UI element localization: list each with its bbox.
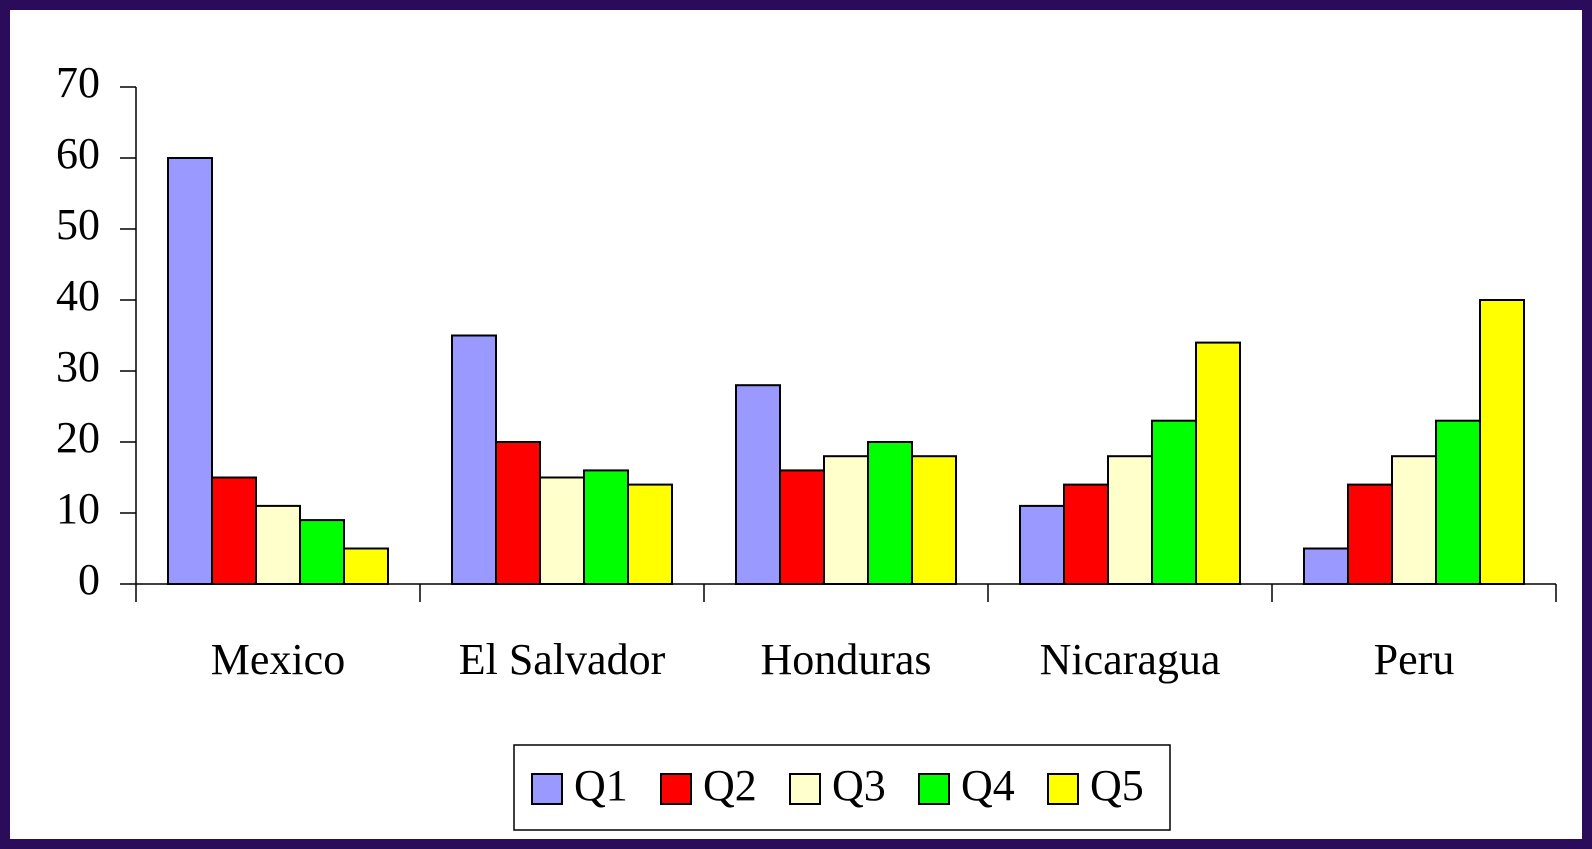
bar — [1391, 455, 1437, 586]
bar — [911, 455, 957, 586]
bar — [627, 483, 673, 586]
bar — [1063, 483, 1109, 586]
y-tick-label: 60 — [56, 129, 100, 178]
legend-label: Q5 — [1090, 761, 1144, 810]
y-tick-label: 0 — [78, 555, 100, 604]
bar — [1303, 547, 1349, 585]
legend-label: Q2 — [703, 761, 757, 810]
bar — [1107, 455, 1153, 586]
legend-swatch — [531, 773, 563, 805]
bar — [823, 455, 869, 586]
bar — [167, 157, 213, 585]
y-tick-label: 30 — [56, 342, 100, 391]
bar — [1151, 419, 1197, 586]
bar — [211, 476, 257, 585]
bar — [1195, 341, 1241, 585]
legend-label: Q4 — [961, 761, 1015, 810]
y-tick-label: 50 — [56, 200, 100, 249]
bar — [867, 441, 913, 585]
y-tick-label: 70 — [56, 58, 100, 107]
bar — [735, 384, 781, 586]
bar — [1479, 299, 1525, 585]
legend-swatch — [918, 773, 950, 805]
x-tick-label: El Salvador — [459, 635, 666, 684]
x-tick-label: Honduras — [760, 635, 931, 684]
bar — [583, 469, 629, 585]
y-tick-label: 40 — [56, 271, 100, 320]
bar — [343, 547, 389, 585]
x-tick-label: Mexico — [211, 635, 345, 684]
bar — [1435, 419, 1481, 586]
legend-swatch — [660, 773, 692, 805]
bar — [255, 504, 301, 585]
bar — [1019, 504, 1065, 585]
x-tick-label: Nicaragua — [1040, 635, 1221, 684]
y-tick-label: 20 — [56, 413, 100, 462]
legend-swatch — [1047, 773, 1079, 805]
bar — [779, 469, 825, 585]
bar — [299, 519, 345, 585]
legend-swatch — [789, 773, 821, 805]
chart-background — [10, 10, 1582, 839]
bar — [495, 441, 541, 585]
y-tick-label: 10 — [56, 484, 100, 533]
x-tick-label: Peru — [1374, 635, 1455, 684]
bar — [539, 476, 585, 585]
legend-label: Q3 — [832, 761, 886, 810]
bar — [451, 334, 497, 585]
legend-label: Q1 — [574, 761, 628, 810]
bar — [1347, 483, 1393, 586]
